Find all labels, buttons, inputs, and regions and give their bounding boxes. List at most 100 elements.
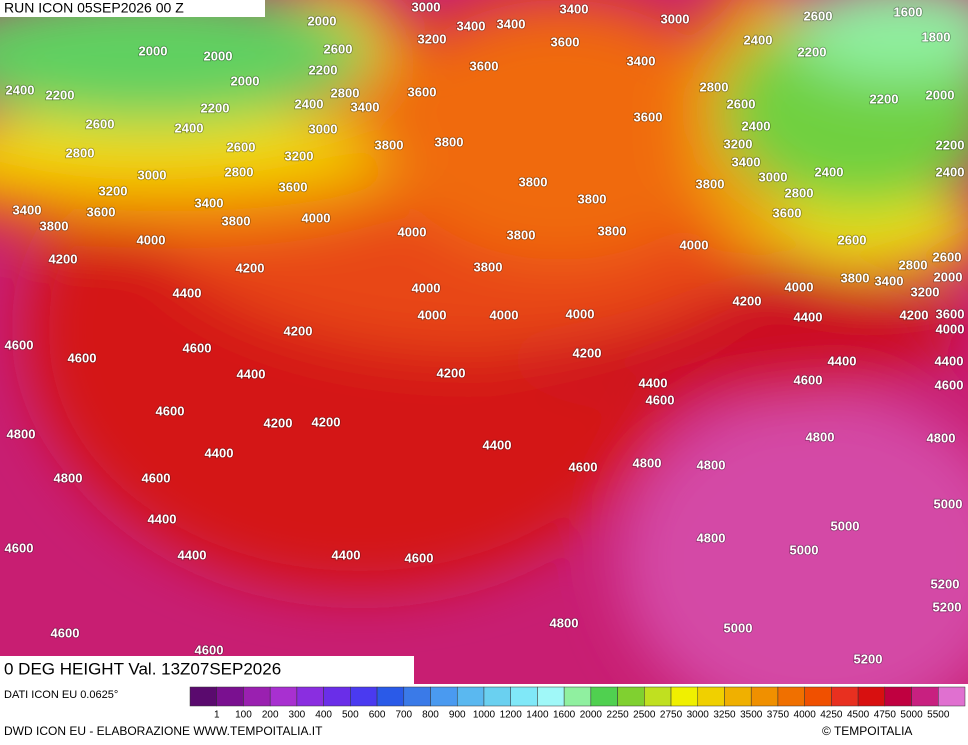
contour-label: 3000 (138, 167, 167, 182)
scale-swatch (483, 686, 511, 707)
contour-label: 4800 (54, 470, 83, 485)
contour-label: 2400 (295, 96, 324, 111)
scale-label: 300 (289, 710, 306, 721)
contour-label: 4000 (785, 279, 814, 294)
contour-label: 4600 (794, 372, 823, 387)
contour-label: 5000 (790, 542, 819, 557)
scale-swatch (697, 686, 725, 707)
contour-label: 4200 (900, 307, 929, 322)
contour-label: 5200 (931, 576, 960, 591)
contour-label: 3600 (87, 204, 116, 219)
contour-label: 3400 (497, 16, 526, 31)
contour-label: 4200 (733, 293, 762, 308)
contour-label: 2400 (175, 120, 204, 135)
contour-label: 4600 (183, 340, 212, 355)
contour-label: 3800 (222, 213, 251, 228)
scale-swatch (590, 686, 618, 707)
scale-label: 1000 (473, 710, 496, 721)
contour-label: 4800 (550, 615, 579, 630)
scale-label: 200 (262, 710, 279, 721)
contour-label: 4600 (195, 642, 224, 657)
credit: DWD ICON EU - ELABORAZIONE WWW.TEMPOITAL… (4, 724, 323, 738)
run-label: RUN ICON 05SEP2026 00 Z (4, 0, 184, 16)
scale-label: 3250 (713, 710, 736, 721)
contour-label: 3200 (418, 31, 447, 46)
contour-label: 3600 (773, 205, 802, 220)
contour-label: 4000 (936, 321, 965, 336)
scale-swatch (376, 686, 405, 707)
scale-label: 4750 (874, 710, 897, 721)
scale-swatch (430, 686, 458, 707)
contour-label: 4400 (828, 353, 857, 368)
contour-label: 5000 (831, 518, 860, 533)
scale-label: 4500 (847, 710, 870, 721)
contour-label: 4000 (398, 224, 427, 239)
contour-label: 3400 (732, 154, 761, 169)
contour-label: 3600 (408, 84, 437, 99)
scale-label: 2750 (660, 710, 683, 721)
contour-label: 3800 (841, 270, 870, 285)
contour-label: 2600 (727, 96, 756, 111)
contour-label: 3200 (724, 136, 753, 151)
contour-label: 2600 (86, 116, 115, 131)
scale-swatch (857, 686, 886, 707)
contour-label: 4000 (680, 237, 709, 252)
contour-label: 2000 (139, 43, 168, 58)
contour-label: 3200 (99, 183, 128, 198)
contour-label: 2800 (225, 164, 254, 179)
contour-label: 3400 (13, 202, 42, 217)
contour-label: 4400 (483, 437, 512, 452)
scale-label: 900 (449, 710, 466, 721)
contour-label: 2200 (46, 87, 75, 102)
contour-label: 3600 (551, 34, 580, 49)
contour-label: 4200 (236, 260, 265, 275)
scale-label: 1600 (553, 710, 576, 721)
scale-swatch (938, 686, 966, 707)
header-box (0, 0, 265, 17)
contour-label: 4400 (794, 309, 823, 324)
contour-label: 2800 (899, 257, 928, 272)
contour-label: 3200 (911, 284, 940, 299)
contour-label: 3000 (412, 0, 441, 14)
contour-label: 4200 (573, 345, 602, 360)
contour-label: 4600 (5, 337, 34, 352)
contour-label: 2400 (936, 164, 965, 179)
contour-label: 4400 (148, 511, 177, 526)
contour-label: 2000 (308, 13, 337, 28)
scale-swatch (189, 686, 217, 707)
contour-label: 4000 (490, 307, 519, 322)
contour-label: 3400 (627, 53, 656, 68)
contour-label: 2600 (804, 8, 833, 23)
scale-swatch (243, 686, 271, 707)
scale-swatch (670, 686, 699, 707)
contour-label: 4800 (806, 429, 835, 444)
scale-swatch (777, 686, 805, 707)
contour-label: 3600 (470, 58, 499, 73)
contour-label: 2800 (331, 85, 360, 100)
contour-label: 2600 (933, 249, 962, 264)
scale-label: 800 (422, 710, 439, 721)
contour-label: 2800 (66, 145, 95, 160)
contour-label: 3800 (696, 176, 725, 191)
scale-swatch (296, 686, 324, 707)
contour-label: 5000 (724, 620, 753, 635)
copyright: © TEMPOITALIA (822, 724, 912, 738)
contour-label: 2600 (227, 139, 256, 154)
contour-label: 4600 (5, 540, 34, 555)
scale-label: 4250 (820, 710, 843, 721)
contour-label: 4200 (437, 365, 466, 380)
contour-label: 3400 (351, 99, 380, 114)
contour-label: 4200 (49, 251, 78, 266)
scale-label: 700 (395, 710, 412, 721)
contour-label: 4600 (405, 550, 434, 565)
scale-swatch (884, 686, 912, 707)
contour-label: 3600 (936, 306, 965, 321)
contour-label: 1800 (922, 29, 951, 44)
contour-label: 3800 (507, 227, 536, 242)
contour-label: 4800 (697, 530, 726, 545)
contour-label: 2200 (309, 62, 338, 77)
scale-label: 600 (369, 710, 386, 721)
contour-label: 3400 (875, 273, 904, 288)
contour-label: 4000 (412, 280, 441, 295)
